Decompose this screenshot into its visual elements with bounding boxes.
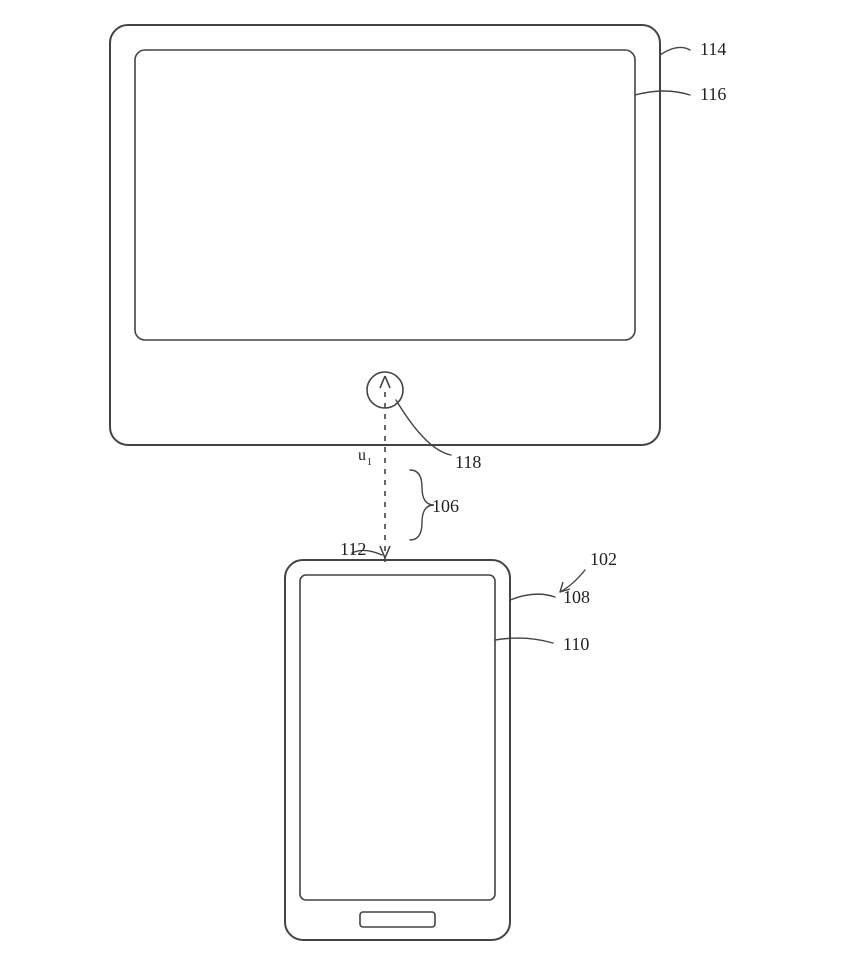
leader-118: [396, 400, 451, 455]
label-108: 108: [563, 587, 590, 607]
label-114: 114: [700, 39, 726, 59]
link-arrow-up-icon: [380, 376, 390, 388]
monitor-body: [110, 25, 660, 445]
phone-screen: [300, 575, 495, 900]
monitor-screen: [135, 50, 635, 340]
leader-114: [660, 47, 690, 55]
label-102: 102: [590, 549, 617, 569]
label-118: 118: [455, 452, 481, 472]
label-106: 106: [432, 496, 459, 516]
leader-108: [510, 594, 555, 600]
label-112: 112: [340, 539, 366, 559]
phone-home-button: [360, 912, 435, 927]
label-116: 116: [700, 84, 726, 104]
label-u-sub: 1: [367, 457, 372, 468]
leader-110: [495, 638, 553, 643]
brace-106: [410, 470, 434, 540]
leader-116: [635, 91, 690, 95]
phone-body: [285, 560, 510, 940]
label-u: u: [358, 447, 366, 464]
label-110: 110: [563, 634, 589, 654]
